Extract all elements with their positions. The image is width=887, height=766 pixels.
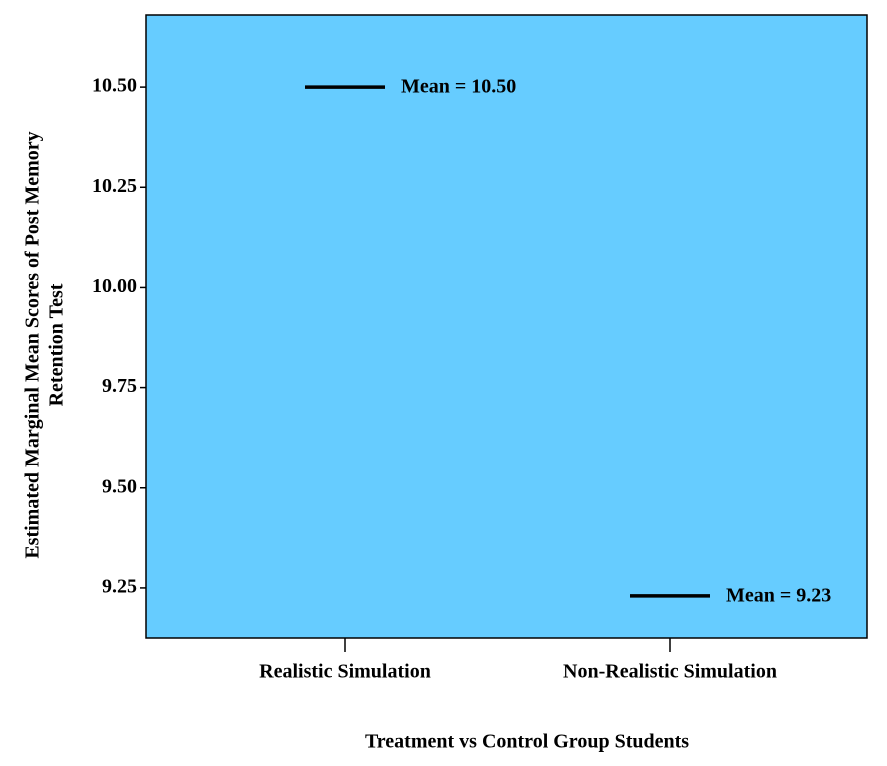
value-label: Mean = 9.23 [726,585,831,607]
y-axis-title: Retention Test [46,283,68,406]
plot-area [145,14,868,639]
y-tick-label: 9.75 [102,375,137,397]
y-tick-label: 10.25 [92,175,137,197]
y-tick-label: 10.50 [92,75,137,97]
x-tick-label: Non-Realistic Simulation [563,661,777,683]
y-tick-label: 10.00 [92,275,137,297]
value-label: Mean = 10.50 [401,76,516,98]
y-tick-label: 9.25 [102,576,137,598]
y-tick-label: 9.50 [102,475,137,497]
x-axis-title: Treatment vs Control Group Students [365,731,689,753]
x-tick-label: Realistic Simulation [259,661,431,683]
y-axis-title: Estimated Marginal Mean Scores of Post M… [22,131,44,558]
